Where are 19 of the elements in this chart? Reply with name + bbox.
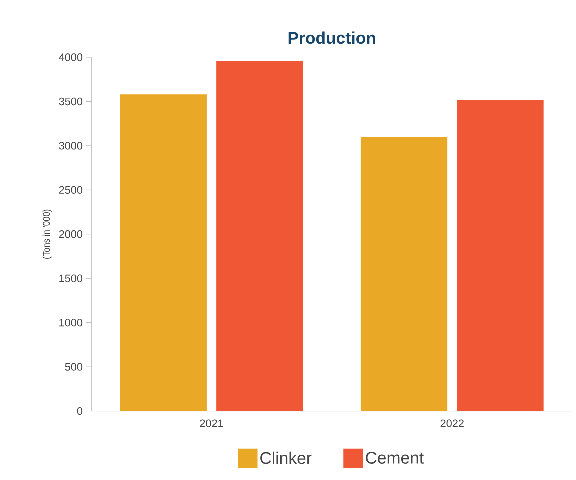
legend-label: Clinker (260, 452, 312, 464)
bar (120, 94, 207, 412)
y-tick-label: 2500 (59, 186, 83, 194)
y-tick-label: 1500 (60, 274, 83, 282)
x-tick-label: 2021 (200, 420, 224, 428)
y-tick-label: 3500 (59, 98, 83, 106)
bar (360, 136, 448, 412)
chart-title: Production (288, 32, 376, 44)
bar (457, 100, 544, 412)
y-tick-label: 500 (65, 363, 83, 371)
y-axis-title: (Tons in '000) (42, 210, 52, 259)
y-tick-label: 1000 (60, 318, 83, 327)
x-tick-label: 2022 (440, 420, 464, 428)
y-tick-label: 0 (77, 407, 83, 416)
y-tick-label: 3000 (59, 142, 83, 150)
y-tick-label: 4000 (59, 54, 83, 62)
bar (216, 60, 304, 412)
y-tick-label: 2000 (59, 230, 83, 238)
legend-label: Cement (366, 452, 424, 464)
